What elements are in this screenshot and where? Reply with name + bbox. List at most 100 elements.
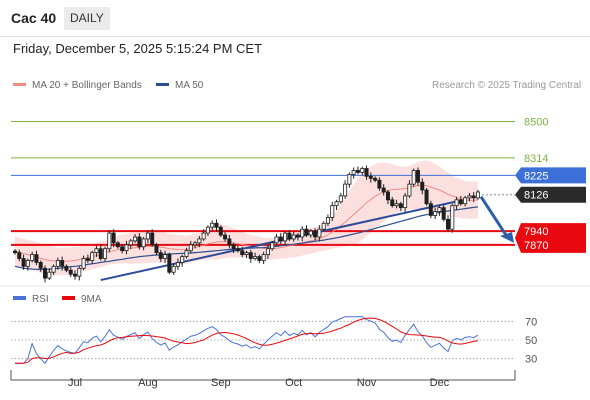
candle	[60, 256, 65, 271]
candle-body	[248, 252, 253, 259]
candle	[94, 245, 99, 257]
candle-body	[300, 228, 305, 238]
candle-body	[355, 170, 360, 173]
candle	[295, 233, 300, 241]
candle	[360, 166, 365, 176]
candle-body	[308, 230, 313, 236]
candle-body	[304, 228, 309, 236]
projection-arrow-shaft	[479, 195, 508, 236]
candle	[38, 260, 43, 272]
candle-body	[265, 248, 270, 256]
rsi-legend-label: RSI	[32, 294, 49, 305]
level-tag-8126	[515, 186, 586, 203]
candle	[150, 229, 155, 247]
candle	[244, 250, 249, 259]
candle-body	[360, 168, 365, 173]
candle-body	[145, 232, 150, 240]
candle-body	[98, 248, 103, 259]
candle-body	[407, 183, 412, 197]
candle-body	[180, 256, 185, 263]
candle-body	[21, 258, 26, 267]
candle-body	[291, 234, 296, 240]
candle-body	[85, 258, 90, 261]
rsi-line	[15, 316, 479, 365]
rsi-ma9-line	[15, 317, 479, 364]
level-label-7870: 7870	[524, 240, 548, 252]
candle-body	[227, 238, 232, 246]
candle	[43, 265, 48, 283]
candle	[175, 258, 180, 270]
candle	[377, 177, 382, 191]
candle	[390, 196, 395, 208]
candle	[115, 240, 120, 249]
candle	[55, 257, 60, 270]
candle	[210, 220, 215, 231]
candle	[467, 192, 472, 202]
candle	[231, 242, 236, 254]
candle	[321, 221, 326, 232]
candle-body	[55, 260, 60, 267]
candle	[77, 266, 82, 281]
candle-body	[235, 248, 240, 252]
candle-body	[321, 222, 326, 230]
candle-body	[34, 254, 39, 263]
candle-body	[214, 222, 219, 228]
candle-body	[364, 168, 369, 177]
candle	[308, 229, 313, 238]
candle	[163, 250, 168, 263]
candle	[458, 195, 463, 206]
rsi-legend-swatch	[13, 296, 26, 300]
candle-body	[471, 195, 476, 199]
candle	[445, 215, 450, 232]
candle	[317, 225, 322, 242]
candle-body	[81, 258, 86, 269]
candle	[90, 250, 95, 264]
x-axis	[10, 370, 516, 381]
candle-body	[210, 222, 215, 228]
candle	[25, 258, 30, 271]
candle	[385, 190, 390, 205]
candle-body	[197, 238, 202, 244]
chart-header: Cac 40 DAILY	[0, 0, 590, 37]
candle	[137, 233, 142, 250]
candle-body	[283, 232, 288, 242]
candle	[188, 240, 193, 254]
candle-body	[201, 232, 206, 240]
candle	[334, 199, 339, 210]
candle-body	[188, 244, 193, 252]
candle-body	[394, 203, 399, 207]
timeframe-button[interactable]: DAILY	[64, 7, 110, 30]
x-tick-dec: Dec	[430, 377, 450, 389]
candle-body	[441, 207, 446, 220]
candle-body	[107, 232, 112, 250]
candle-body	[398, 203, 403, 209]
candle-body	[205, 226, 210, 234]
candle	[283, 231, 288, 246]
candle	[240, 246, 245, 258]
candle-body	[141, 238, 146, 248]
candle-body	[103, 248, 108, 259]
candle-body	[368, 175, 373, 179]
candle-body	[150, 232, 155, 246]
candle-body	[257, 256, 262, 261]
candle	[471, 191, 476, 203]
candle-body	[458, 199, 463, 205]
candle	[364, 165, 369, 180]
candle-body	[154, 244, 159, 254]
candle	[274, 234, 279, 246]
candle	[68, 267, 73, 277]
candle	[420, 178, 425, 195]
candle-body	[377, 179, 382, 189]
candle-body	[467, 195, 472, 199]
candle	[261, 251, 266, 264]
candle-body	[184, 250, 189, 257]
candle	[180, 254, 185, 267]
legend-ma50: MA 50	[156, 80, 203, 91]
candle	[433, 207, 438, 219]
candle-body	[43, 267, 48, 279]
candle-body	[47, 271, 52, 279]
candles	[12, 165, 480, 283]
candle	[381, 184, 386, 196]
candle	[248, 249, 253, 263]
